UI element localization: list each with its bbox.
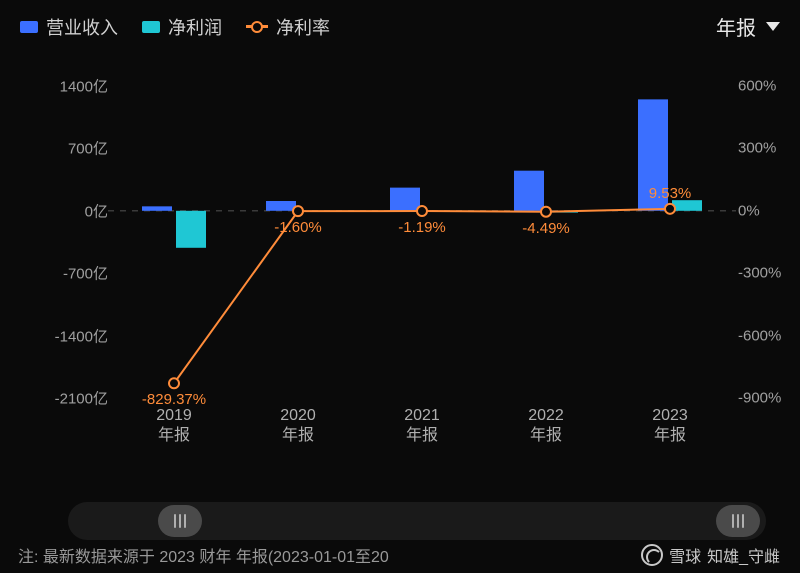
bar-revenue[interactable] — [266, 201, 296, 211]
x-category: 2023年报 — [652, 406, 688, 446]
y-right-tick: -900% — [738, 390, 781, 407]
line-point-label: -1.60% — [274, 219, 322, 236]
xueqiu-icon — [641, 544, 663, 566]
legend-label: 营业收入 — [46, 14, 118, 40]
marker-netmargin[interactable] — [541, 207, 551, 217]
x-category: 2021年报 — [404, 406, 440, 446]
chart-container: 营业收入 净利润 净利率 年报 1400亿 600% 700亿 300% 0亿 0% -70… — [0, 0, 800, 573]
bar-revenue[interactable] — [514, 171, 544, 211]
bar-netprofit[interactable] — [176, 211, 206, 248]
marker-netmargin[interactable] — [169, 378, 179, 388]
chart-svg — [0, 56, 800, 456]
y-left-tick: -2100亿 — [55, 388, 108, 409]
y-left-tick: 1400亿 — [60, 76, 108, 97]
topbar: 营业收入 净利润 净利率 年报 — [0, 0, 800, 49]
chevron-down-icon — [766, 22, 780, 31]
period-label: 年报 — [716, 12, 756, 41]
marker-netmargin[interactable] — [665, 204, 675, 214]
legend-item-netmargin[interactable]: 净利率 — [246, 14, 330, 40]
bar-revenue[interactable] — [390, 188, 420, 211]
line-point-label: -829.37% — [142, 391, 206, 408]
line-point-label: -4.49% — [522, 220, 570, 237]
legend-swatch-netprofit — [142, 21, 160, 33]
period-selector[interactable]: 年报 — [716, 12, 780, 41]
line-point-label: 9.53% — [649, 185, 692, 202]
x-category: 2020年报 — [280, 406, 316, 446]
range-handle-left[interactable] — [158, 505, 202, 537]
bar-revenue[interactable] — [142, 206, 172, 210]
x-category: 2022年报 — [528, 406, 564, 446]
y-left-tick: 700亿 — [68, 138, 108, 159]
legend-label: 净利润 — [168, 14, 222, 40]
chart-area: 1400亿 600% 700亿 300% 0亿 0% -700亿 -300% -1400亿 -60… — [0, 56, 800, 456]
y-left-tick: -700亿 — [63, 263, 108, 284]
legend-swatch-netmargin — [246, 25, 268, 28]
legend-item-netprofit[interactable]: 净利润 — [142, 14, 222, 40]
y-right-tick: 300% — [738, 140, 776, 157]
marker-netmargin[interactable] — [417, 206, 427, 216]
line-point-label: -1.19% — [398, 219, 446, 236]
footnote: 注: 最新数据来源于 2023 财年 年报(2023-01-01至20 — [18, 543, 389, 567]
y-right-tick: 0% — [738, 202, 760, 219]
y-left-tick: 0亿 — [85, 200, 108, 221]
y-left-tick: -1400亿 — [55, 325, 108, 346]
range-handle-right[interactable] — [716, 505, 760, 537]
watermark-author: 知雄_守雌 — [707, 543, 780, 567]
legend: 营业收入 净利润 净利率 — [20, 14, 330, 40]
watermark: 雪球 知雄_守雌 — [641, 543, 780, 567]
legend-label: 净利率 — [276, 14, 330, 40]
range-scrollbar[interactable] — [68, 502, 766, 540]
x-category: 2019年报 — [156, 406, 192, 446]
y-right-tick: 600% — [738, 78, 776, 95]
y-right-tick: -300% — [738, 265, 781, 282]
legend-swatch-revenue — [20, 21, 38, 33]
legend-item-revenue[interactable]: 营业收入 — [20, 14, 118, 40]
watermark-brand: 雪球 — [669, 543, 701, 567]
y-right-tick: -600% — [738, 327, 781, 344]
marker-netmargin[interactable] — [293, 206, 303, 216]
